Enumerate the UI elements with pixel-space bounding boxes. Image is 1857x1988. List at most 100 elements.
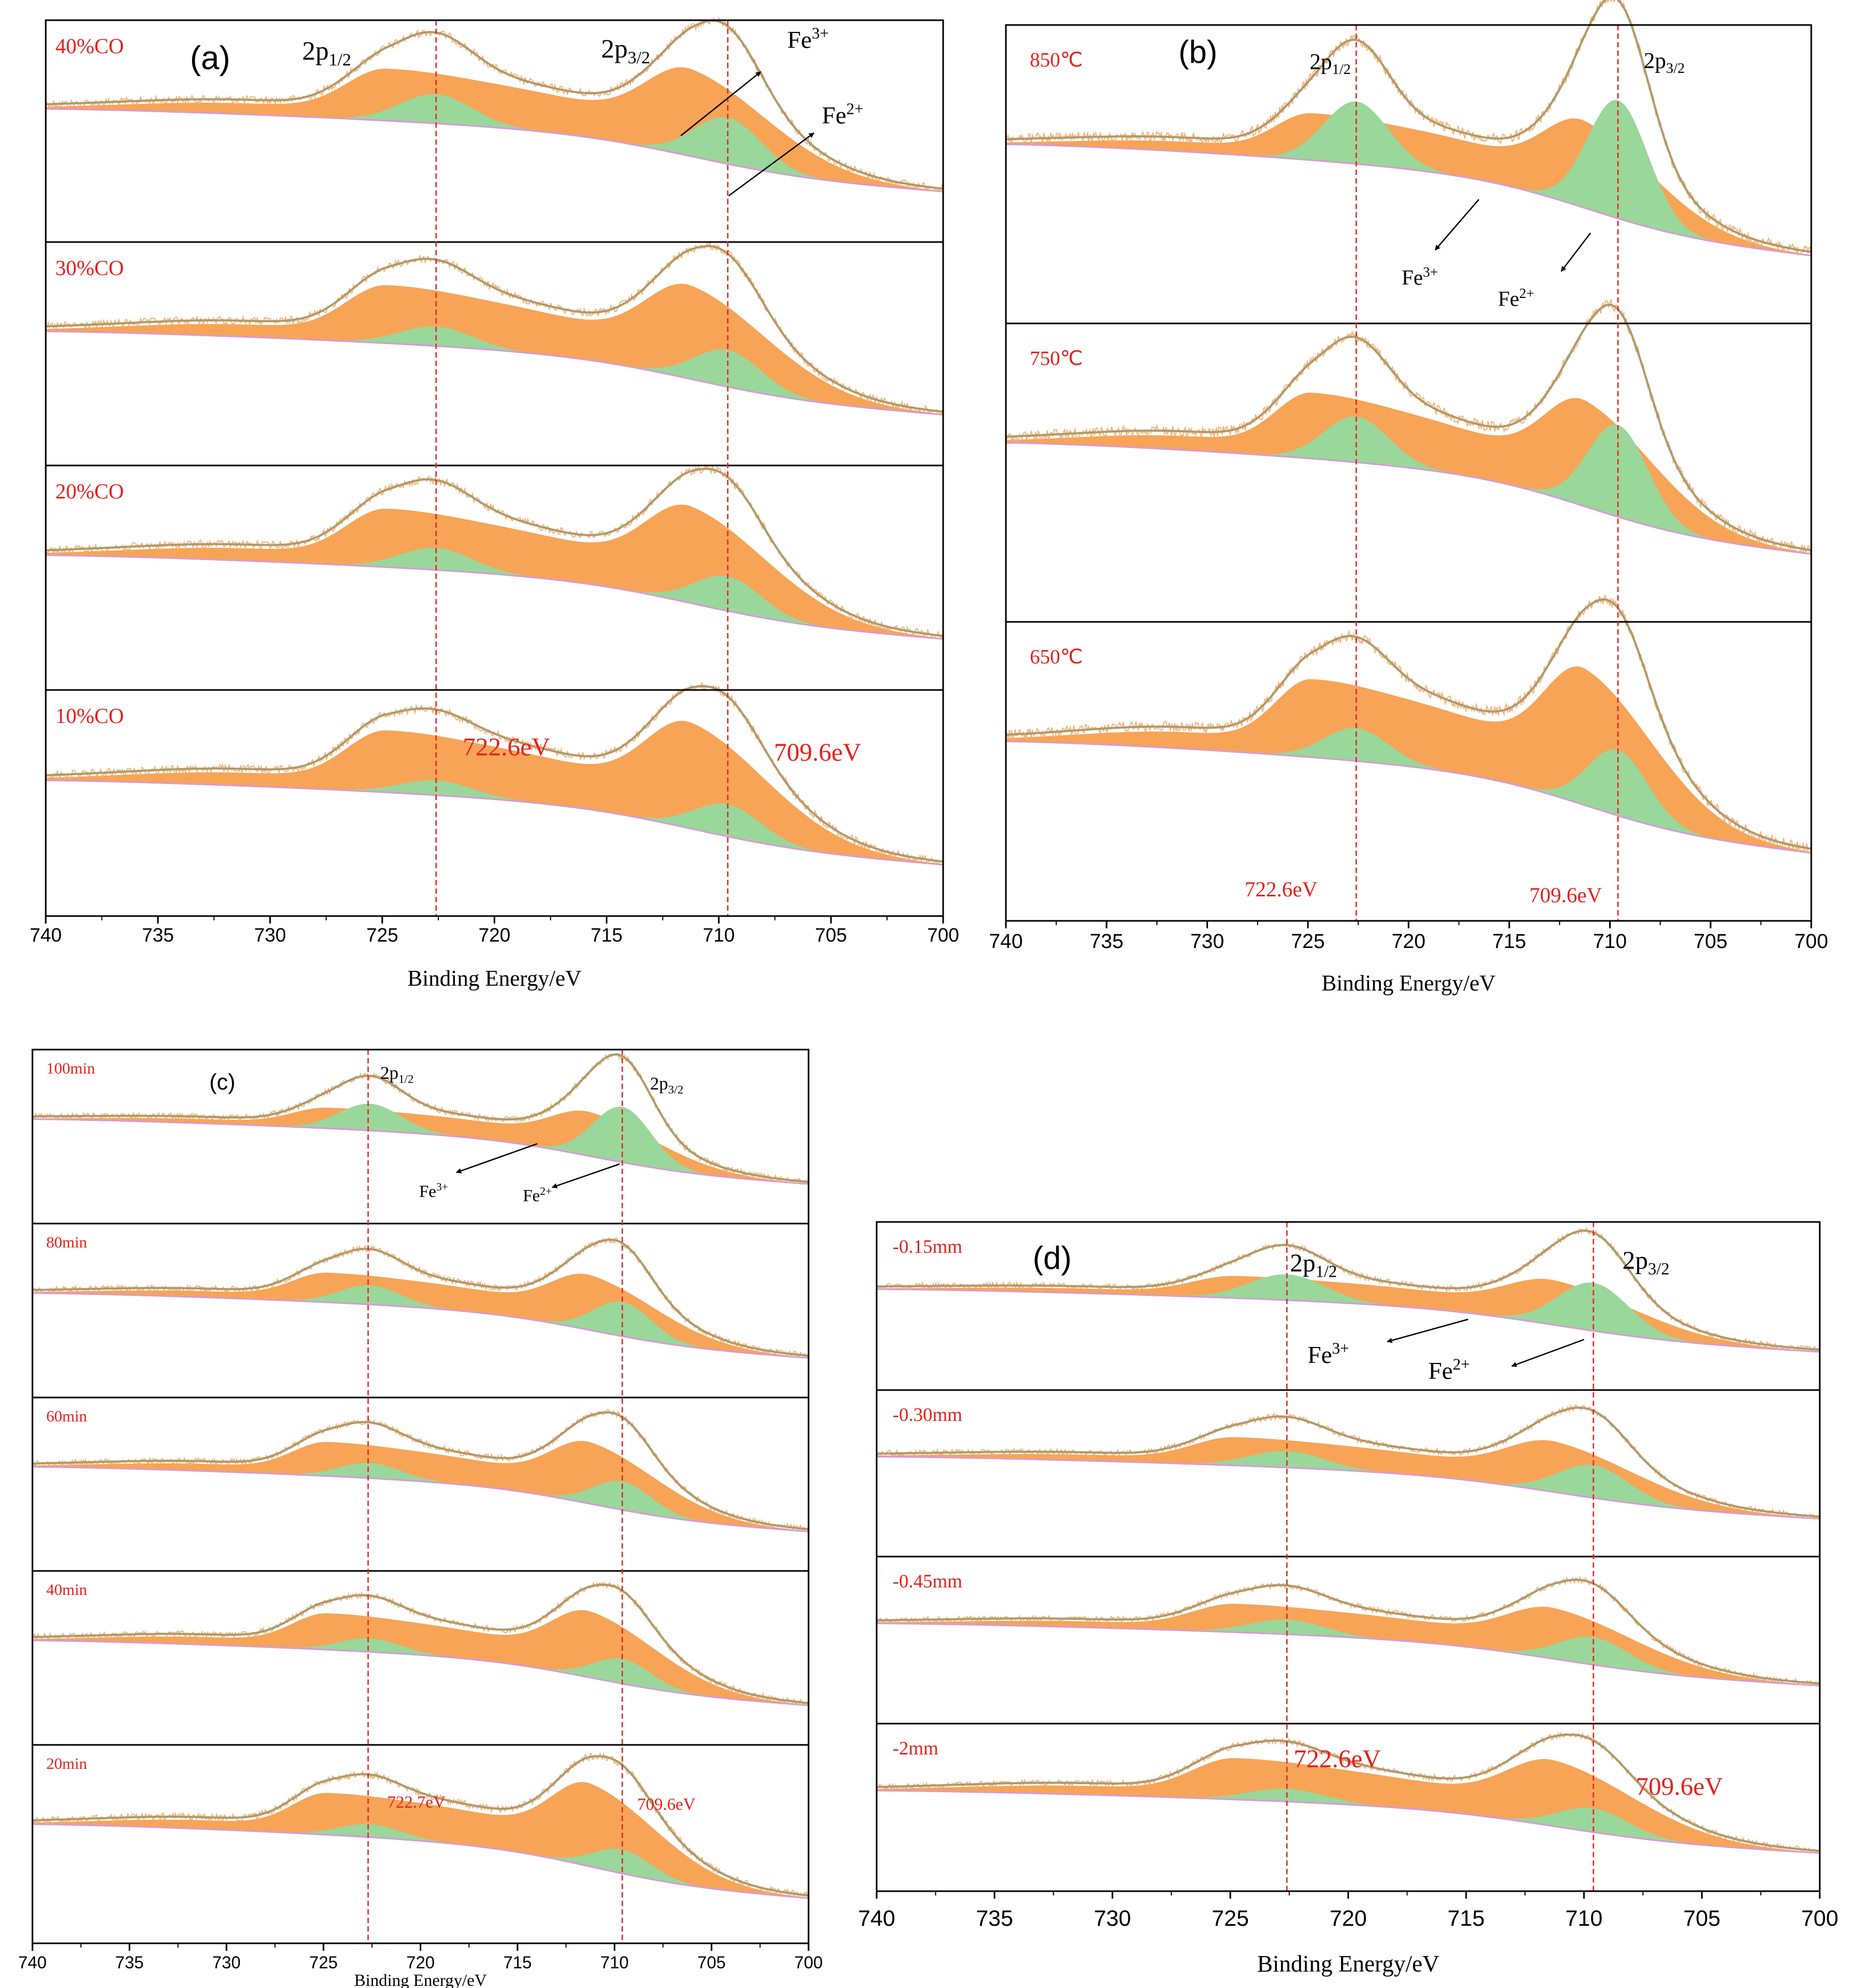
reference-energy-label: 722.7eV <box>387 1792 445 1811</box>
panel-letter: (a) <box>190 40 230 77</box>
series-label: 60min <box>46 1408 87 1425</box>
annotation-arrow <box>680 71 761 136</box>
series-label: 40%CO <box>55 34 124 58</box>
background-line <box>877 1455 1820 1520</box>
series-label: 850℃ <box>1030 49 1083 71</box>
x-tick-label: 725 <box>367 924 398 946</box>
fitted-envelope-line <box>1005 0 1812 253</box>
species-label: Fe3+ <box>1308 1340 1349 1368</box>
panel-d: -0.15mm -0.30mm -0.45mm -2mm 740 735 730 725 720… <box>858 1221 1838 1977</box>
fitted-envelope-line <box>32 1755 809 1897</box>
x-axis-label: Binding Energy/eV <box>1257 1951 1439 1977</box>
x-tick-label: 715 <box>503 1953 531 1972</box>
fe3-component-area <box>32 1441 809 1532</box>
fe2-component-area <box>46 94 943 192</box>
fe3-component-area <box>877 1437 1820 1519</box>
fe2-component-area <box>32 1638 809 1706</box>
reference-energy-label: 722.6eV <box>1245 877 1318 901</box>
background-line <box>32 1118 809 1185</box>
reference-energy-label: 722.6eV <box>1294 1745 1381 1773</box>
fitted-envelope-line <box>1005 303 1812 552</box>
x-tick-label: 725 <box>1212 1906 1249 1931</box>
background-line <box>32 1640 809 1707</box>
series-label: 10%CO <box>55 704 124 728</box>
x-tick-label: 730 <box>1094 1906 1131 1931</box>
fe3-component-area <box>1006 393 1811 554</box>
x-tick-label: 710 <box>601 1953 629 1972</box>
background-line <box>32 1823 809 1899</box>
x-tick-label: 730 <box>254 924 286 946</box>
species-label: Fe3+ <box>1402 264 1438 289</box>
peak-label: 2p3/2 <box>650 1074 684 1096</box>
fe2-component-area <box>877 1789 1820 1853</box>
spectrum-row: 40%CO <box>45 16 944 193</box>
background-line <box>32 1292 809 1359</box>
fitted-envelope-line <box>45 468 944 637</box>
annotation-arrow <box>1387 1318 1469 1343</box>
species-label: Fe2+ <box>1498 285 1534 311</box>
panel-a: 40%CO 30%CO 20%CO 10%CO 740 735 730 725 720 715 71… <box>30 16 959 991</box>
species-label: Fe3+ <box>787 24 829 53</box>
fe2-component-area <box>877 1274 1820 1352</box>
species-label: Fe2+ <box>822 100 863 129</box>
peak-label: 2p1/2 <box>380 1063 414 1085</box>
series-label: 20%CO <box>55 479 124 503</box>
fe3-component-area <box>877 1603 1820 1686</box>
x-tick-label: 715 <box>1493 930 1526 953</box>
background-line <box>46 554 944 640</box>
x-tick-label: 730 <box>212 1953 240 1972</box>
x-tick-label: 710 <box>1593 930 1627 953</box>
peak-label: 2p1/2 <box>1290 1249 1337 1281</box>
spectrum-row: 650℃ <box>1005 594 1812 854</box>
spectrum-row: -0.30mm <box>876 1389 1820 1521</box>
species-label: Fe3+ <box>419 1180 448 1201</box>
x-tick-label: 715 <box>590 924 622 946</box>
panel-b: 850℃ 750℃ 650℃ 740 735 730 725 720 715 710 705 700 B… <box>989 0 1828 996</box>
series-label: 80min <box>46 1234 87 1251</box>
x-tick-label: 735 <box>142 924 174 946</box>
peak-label: 2p1/2 <box>1310 50 1351 77</box>
fe2-component-area <box>1006 99 1811 256</box>
reference-energy-label: 709.6eV <box>1529 883 1602 907</box>
series-label: 20min <box>46 1755 87 1773</box>
x-tick-label: 735 <box>976 1906 1013 1931</box>
background-line <box>32 1466 809 1533</box>
series-label: -2mm <box>893 1737 938 1759</box>
x-tick-label: 700 <box>1794 930 1828 953</box>
reference-energy-label: 709.6eV <box>637 1794 695 1814</box>
background-line <box>1006 143 1812 256</box>
spectrum-row: -2mm <box>876 1723 1820 1854</box>
panel-c: 100min 80min 60min 40min 20min 740 735 730 725 72… <box>18 1049 823 1988</box>
series-label: -0.45mm <box>893 1570 962 1592</box>
spectrum-row: 40min <box>32 1570 809 1707</box>
x-tick-label: 735 <box>1090 930 1123 953</box>
fe2-component-area <box>32 1285 809 1358</box>
background-line <box>877 1288 1820 1353</box>
x-tick-label: 705 <box>1683 1906 1720 1931</box>
series-label: 750℃ <box>1030 347 1083 370</box>
annotation-arrow <box>1435 199 1479 251</box>
x-tick-label: 720 <box>406 1953 435 1972</box>
fe2-component-area <box>877 1451 1820 1519</box>
x-tick-label: 705 <box>1694 930 1727 953</box>
fitted-envelope-line <box>45 245 944 413</box>
spectrum-row: 10%CO <box>45 682 944 866</box>
background-line <box>1006 442 1812 555</box>
background-line <box>46 330 944 415</box>
peak-label: 2p3/2 <box>1622 1246 1669 1278</box>
x-tick-label: 710 <box>1565 1906 1603 1931</box>
fe3-component-area <box>46 67 943 192</box>
peak-label: 2p3/2 <box>1644 49 1685 76</box>
x-tick-label: 705 <box>697 1953 726 1972</box>
x-axis-label: Binding Energy/eV <box>407 967 581 991</box>
fitted-envelope-line <box>876 1407 1820 1518</box>
panel-letter: (c) <box>210 1069 236 1094</box>
fitted-envelope-line <box>45 19 944 190</box>
reference-energy-label: 722.6eV <box>463 733 550 761</box>
x-tick-label: 720 <box>478 924 510 946</box>
background-line <box>877 1790 1820 1854</box>
peak-label: 2p1/2 <box>302 36 351 70</box>
reference-energy-label: 709.6eV <box>1636 1773 1723 1801</box>
x-tick-label: 735 <box>115 1953 144 1972</box>
